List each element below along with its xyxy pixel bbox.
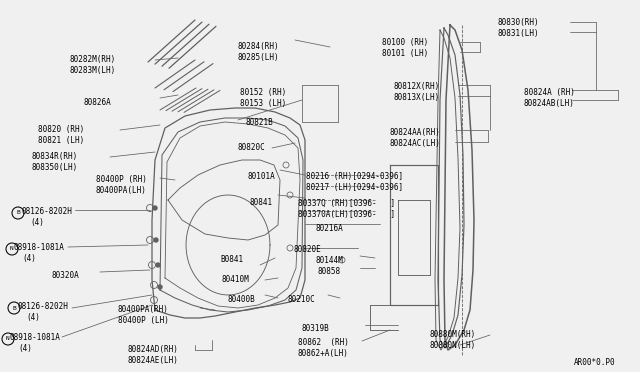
Text: 80820E: 80820E [293,245,321,254]
Text: 80830(RH): 80830(RH) [498,18,540,27]
Text: 08918-1081A: 08918-1081A [14,243,65,252]
Text: 80880N(LH): 80880N(LH) [430,341,476,350]
Text: 80812X(RH): 80812X(RH) [394,82,440,91]
Text: N: N [10,247,14,251]
Text: 80826A: 80826A [84,98,112,107]
Text: 80284(RH): 80284(RH) [238,42,280,51]
Text: 80824AB(LH): 80824AB(LH) [524,99,575,108]
Text: 80824A (RH): 80824A (RH) [524,88,575,97]
Text: 80400PA(LH): 80400PA(LH) [96,186,147,195]
Text: 80217 (LH)[0294-0396]: 80217 (LH)[0294-0396] [306,183,403,192]
Text: 80821B: 80821B [245,118,273,127]
Text: (4): (4) [18,344,32,353]
Text: 80824AD(RH): 80824AD(RH) [128,345,179,354]
Text: N: N [6,337,10,341]
Text: 80216 (RH)[0294-0396]: 80216 (RH)[0294-0396] [306,172,403,181]
Text: 80101 (LH): 80101 (LH) [382,49,428,58]
Text: 80400P (LH): 80400P (LH) [118,316,169,325]
Text: 80831(LH): 80831(LH) [498,29,540,38]
Circle shape [154,238,158,242]
Circle shape [153,206,157,210]
Circle shape [156,263,160,267]
Text: 08126-8202H: 08126-8202H [18,302,69,311]
Text: (4): (4) [26,313,40,322]
Text: 80862  (RH): 80862 (RH) [298,338,349,347]
Text: 80824AA(RH): 80824AA(RH) [390,128,441,137]
Text: 80400P (RH): 80400P (RH) [96,175,147,184]
Text: 80285(LH): 80285(LH) [238,53,280,62]
Text: 80283M(LH): 80283M(LH) [70,66,116,75]
Text: B: B [12,305,16,311]
Text: 80144M: 80144M [315,256,343,265]
Text: 80880M(RH): 80880M(RH) [430,330,476,339]
Text: 80282M(RH): 80282M(RH) [70,55,116,64]
Text: 80834R(RH): 80834R(RH) [32,152,78,161]
Text: 80100 (RH): 80100 (RH) [382,38,428,47]
Text: 80821 (LH): 80821 (LH) [38,136,84,145]
Text: 80824AC(LH): 80824AC(LH) [390,139,441,148]
Text: 80813X(LH): 80813X(LH) [394,93,440,102]
Text: 808350(LH): 808350(LH) [32,163,78,172]
Text: B: B [16,211,20,215]
Text: 80216A: 80216A [315,224,343,233]
Text: 80858: 80858 [318,267,341,276]
Text: 80337Q (RH)[0396-   ]: 80337Q (RH)[0396- ] [298,199,395,208]
Circle shape [158,285,162,289]
Text: 80820C: 80820C [237,143,265,152]
Text: 80400B: 80400B [228,295,256,304]
Text: 80400PA(RH): 80400PA(RH) [118,305,169,314]
Text: AR00*0.P0: AR00*0.P0 [574,358,616,367]
Text: (4): (4) [22,254,36,263]
Text: 80841: 80841 [250,198,273,207]
Text: 80320A: 80320A [52,271,80,280]
Text: 80153 (LH): 80153 (LH) [240,99,286,108]
Text: (4): (4) [30,218,44,227]
Text: 08918-1081A: 08918-1081A [10,333,61,342]
Text: 80824AE(LH): 80824AE(LH) [128,356,179,365]
Text: 80101A: 80101A [248,172,276,181]
Text: B0841: B0841 [220,255,243,264]
Text: 80820 (RH): 80820 (RH) [38,125,84,134]
Text: 803370A(LH)[0396-   ]: 803370A(LH)[0396- ] [298,210,395,219]
Text: 80210C: 80210C [288,295,316,304]
Text: 80410M: 80410M [222,275,250,284]
Text: 08126-8202H: 08126-8202H [22,207,73,216]
Text: 80319B: 80319B [302,324,330,333]
Text: 80152 (RH): 80152 (RH) [240,88,286,97]
Text: 80862+A(LH): 80862+A(LH) [298,349,349,358]
